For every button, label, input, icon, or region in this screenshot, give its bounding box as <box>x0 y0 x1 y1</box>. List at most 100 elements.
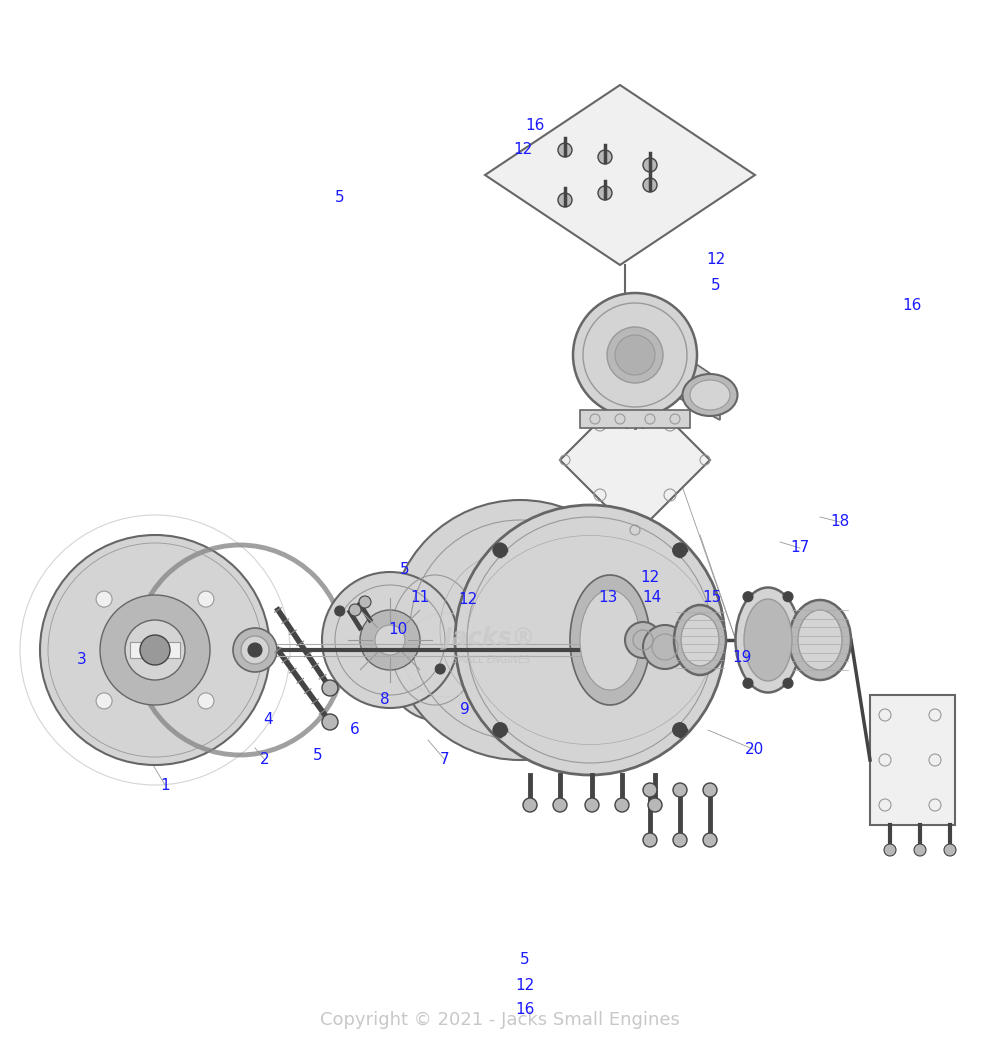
Text: 12: 12 <box>515 977 535 993</box>
Circle shape <box>435 664 445 674</box>
Circle shape <box>322 714 338 730</box>
Text: 8: 8 <box>380 692 390 707</box>
Ellipse shape <box>682 374 738 416</box>
Circle shape <box>615 798 629 812</box>
Text: 6: 6 <box>350 722 360 737</box>
Circle shape <box>375 626 405 655</box>
Circle shape <box>673 783 687 796</box>
Circle shape <box>360 610 420 670</box>
Text: 3: 3 <box>77 652 87 668</box>
Ellipse shape <box>690 380 730 410</box>
Text: 14: 14 <box>642 590 662 605</box>
Circle shape <box>783 679 793 688</box>
Bar <box>130 643 150 658</box>
Text: 5: 5 <box>335 190 345 206</box>
Circle shape <box>322 680 338 696</box>
Ellipse shape <box>736 587 800 692</box>
Text: 5: 5 <box>400 563 410 578</box>
Circle shape <box>598 150 612 164</box>
Circle shape <box>40 535 270 765</box>
Circle shape <box>944 844 956 856</box>
Text: 11: 11 <box>410 590 430 605</box>
Text: 10: 10 <box>388 622 408 637</box>
Text: 9: 9 <box>460 702 470 718</box>
Text: Jacks®: Jacks® <box>444 626 536 650</box>
Circle shape <box>455 506 725 775</box>
Text: 5: 5 <box>313 748 323 763</box>
Circle shape <box>390 500 650 760</box>
Text: 17: 17 <box>790 541 810 555</box>
Circle shape <box>248 643 262 657</box>
Circle shape <box>493 543 507 558</box>
Text: 1: 1 <box>160 777 170 792</box>
Text: 5: 5 <box>520 953 530 967</box>
Circle shape <box>884 844 896 856</box>
Text: 16: 16 <box>515 1003 535 1017</box>
Circle shape <box>558 193 572 207</box>
Ellipse shape <box>681 614 719 666</box>
Text: SMALL ENGINES: SMALL ENGINES <box>451 655 529 665</box>
Text: 12: 12 <box>513 142 533 157</box>
Circle shape <box>140 635 170 665</box>
Text: 19: 19 <box>732 651 752 666</box>
Circle shape <box>607 327 663 383</box>
Circle shape <box>643 626 687 669</box>
Ellipse shape <box>744 599 792 681</box>
Circle shape <box>783 592 793 602</box>
Bar <box>580 410 690 428</box>
Circle shape <box>125 620 185 680</box>
Text: 18: 18 <box>830 514 850 530</box>
Ellipse shape <box>580 590 640 690</box>
Circle shape <box>96 692 112 709</box>
Text: 13: 13 <box>598 590 618 605</box>
Circle shape <box>198 692 214 709</box>
Circle shape <box>625 622 661 658</box>
Circle shape <box>349 604 361 616</box>
Circle shape <box>615 335 655 375</box>
Ellipse shape <box>378 560 492 720</box>
Circle shape <box>198 592 214 607</box>
Polygon shape <box>870 695 955 825</box>
Circle shape <box>585 798 599 812</box>
Text: 12: 12 <box>458 593 478 607</box>
Circle shape <box>241 636 269 664</box>
Circle shape <box>523 798 537 812</box>
Circle shape <box>703 783 717 796</box>
Ellipse shape <box>570 575 650 705</box>
Text: 2: 2 <box>260 753 270 768</box>
Bar <box>160 643 180 658</box>
Circle shape <box>335 606 345 616</box>
Polygon shape <box>645 330 720 419</box>
Circle shape <box>573 293 697 417</box>
Ellipse shape <box>674 605 726 675</box>
Circle shape <box>96 592 112 607</box>
Ellipse shape <box>789 600 851 680</box>
Circle shape <box>359 596 371 609</box>
Circle shape <box>643 783 657 796</box>
Text: 4: 4 <box>263 713 273 727</box>
Polygon shape <box>560 386 710 535</box>
Text: 12: 12 <box>706 253 726 268</box>
Circle shape <box>743 679 753 688</box>
Circle shape <box>703 833 717 847</box>
Circle shape <box>553 798 567 812</box>
Circle shape <box>598 186 612 200</box>
Circle shape <box>558 143 572 157</box>
Circle shape <box>322 572 458 708</box>
Polygon shape <box>485 85 755 266</box>
Circle shape <box>493 723 507 737</box>
Ellipse shape <box>798 610 842 670</box>
Circle shape <box>673 723 687 737</box>
Text: 7: 7 <box>440 753 450 768</box>
Circle shape <box>643 158 657 172</box>
Circle shape <box>673 833 687 847</box>
Text: 12: 12 <box>640 570 660 585</box>
Circle shape <box>233 628 277 672</box>
Circle shape <box>673 543 687 558</box>
Circle shape <box>100 595 210 705</box>
Text: 20: 20 <box>745 742 765 757</box>
Text: 15: 15 <box>702 590 722 605</box>
Text: 16: 16 <box>525 118 545 133</box>
Text: 16: 16 <box>902 297 922 312</box>
Text: Copyright © 2021 - Jacks Small Engines: Copyright © 2021 - Jacks Small Engines <box>320 1011 680 1029</box>
